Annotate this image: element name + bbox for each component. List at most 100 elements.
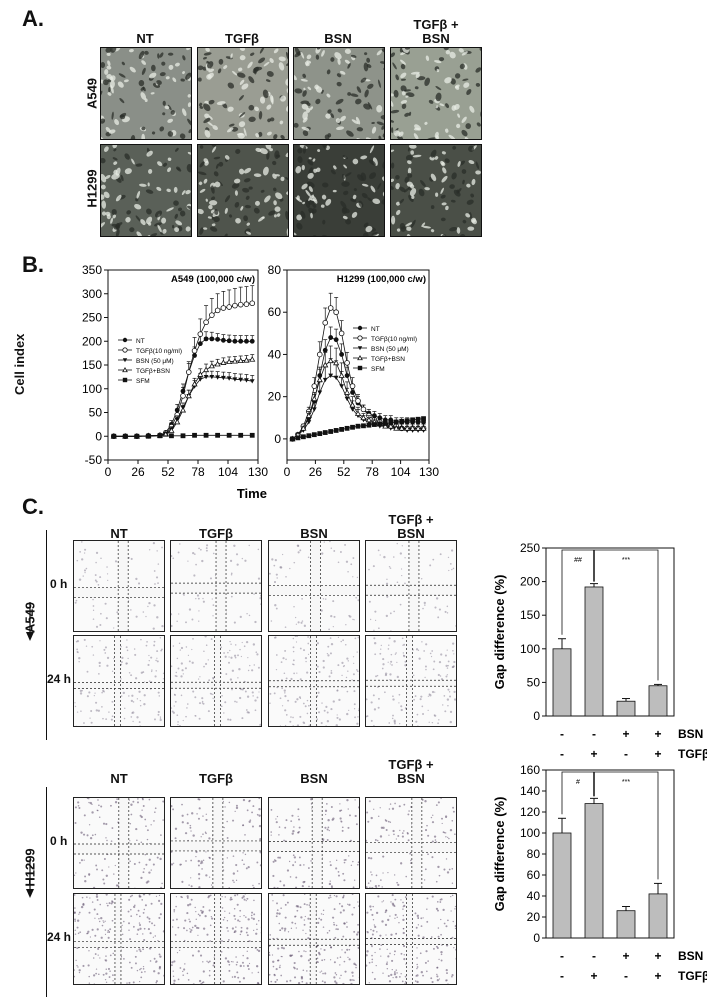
- panel-c-letter: C.: [22, 494, 44, 520]
- x-tick-label: 52: [161, 465, 175, 479]
- micrograph-image: [100, 47, 192, 140]
- data-point: [221, 338, 226, 343]
- data-point: [377, 422, 382, 427]
- data-point: [306, 420, 311, 424]
- wound-healing-image: [73, 540, 165, 632]
- data-point: [181, 408, 186, 412]
- treatment-sign: -: [624, 747, 628, 761]
- data-point: [244, 339, 249, 344]
- data-point: [250, 301, 255, 306]
- wound-healing-image: [365, 635, 457, 727]
- treatment-label: BSN: [678, 949, 703, 963]
- y-tick-label: 200: [520, 575, 540, 589]
- y-tick-label: 200: [82, 334, 102, 348]
- header-label: NT: [73, 527, 165, 541]
- y-tick-label: 140: [520, 784, 540, 798]
- data-point: [198, 332, 203, 337]
- legend-label: SFM: [136, 378, 150, 385]
- data-point: [209, 313, 214, 318]
- legend-label: TGFβ(10 ng/ml): [136, 348, 182, 355]
- bar: [617, 701, 635, 716]
- legend-label: BSN (50 μM): [371, 346, 409, 353]
- bar: [585, 804, 603, 938]
- y-tick-label: 50: [89, 406, 103, 420]
- data-point: [123, 434, 128, 439]
- treatment-sign: +: [590, 969, 597, 983]
- header-label: TGFβ: [225, 31, 259, 46]
- data-point: [146, 434, 151, 439]
- y-tick-label: 60: [268, 305, 282, 319]
- wound-healing-image: [365, 797, 457, 889]
- legend-marker: [358, 336, 362, 340]
- legend-label: TGFβ+BSN: [371, 356, 405, 363]
- data-point: [181, 393, 186, 398]
- treatment-sign: +: [622, 949, 629, 963]
- data-point: [345, 426, 350, 431]
- data-point: [227, 338, 232, 343]
- panel-c-column-header: TGFβ: [170, 772, 262, 786]
- header-label: TGFβ +: [365, 758, 457, 772]
- significance-label: ***: [622, 557, 630, 564]
- y-axis-label: Gap difference (%): [492, 797, 507, 912]
- y-tick-label: 100: [82, 382, 102, 396]
- data-point: [323, 320, 328, 325]
- data-point: [250, 357, 255, 361]
- data-point: [227, 433, 232, 438]
- data-point: [394, 420, 399, 425]
- data-point: [334, 376, 339, 380]
- treatment-sign: -: [624, 969, 628, 983]
- bar: [553, 833, 571, 938]
- treatment-sign: -: [560, 969, 564, 983]
- data-point: [383, 421, 388, 426]
- y-axis-label: Gap difference (%): [492, 575, 507, 690]
- treatment-label: BSN: [678, 727, 703, 741]
- wound-healing-image: [268, 540, 360, 632]
- data-point: [339, 373, 344, 377]
- y-tick-label: 20: [527, 910, 541, 924]
- data-point: [209, 336, 214, 341]
- header-label: BSN: [268, 527, 360, 541]
- data-point: [244, 302, 249, 307]
- data-point: [290, 436, 295, 441]
- x-tick-label: 26: [309, 465, 323, 479]
- data-point: [356, 424, 361, 429]
- data-point: [312, 432, 317, 437]
- data-point: [233, 339, 238, 344]
- treatment-sign: +: [654, 747, 661, 761]
- x-tick-label: 78: [366, 465, 380, 479]
- panel-a-letter: A.: [22, 6, 44, 32]
- data-point: [312, 384, 317, 389]
- panel-a-row-h1299: H1299: [85, 159, 100, 219]
- time-label-0h: 0 h: [50, 577, 67, 591]
- data-point: [111, 434, 116, 439]
- micrograph-image: [390, 144, 482, 237]
- data-point: [169, 433, 174, 438]
- y-tick-label: 250: [82, 311, 102, 325]
- data-point: [367, 423, 372, 428]
- legend-marker: [123, 348, 127, 352]
- data-point: [215, 337, 220, 342]
- panel-c-column-header: NT: [73, 527, 165, 541]
- bar: [585, 587, 603, 716]
- divider-line: [46, 787, 47, 997]
- data-point: [306, 433, 311, 438]
- panel-a-header-tgfb-bsn: TGFβ +BSN: [390, 18, 482, 46]
- y-tick-label: 40: [268, 347, 282, 361]
- x-tick-label: 26: [131, 465, 145, 479]
- y-tick-label: 120: [520, 805, 540, 819]
- data-point: [204, 433, 209, 438]
- down-arrow-icon: [25, 859, 35, 904]
- treatment-sign: -: [592, 949, 596, 963]
- x-tick-label: 130: [419, 465, 439, 479]
- data-point: [250, 339, 255, 344]
- data-point: [215, 433, 220, 438]
- header-label: TGFβ +: [365, 513, 457, 527]
- y-tick-label: 160: [520, 763, 540, 777]
- legend-marker: [358, 356, 362, 360]
- header-label: NT: [136, 31, 153, 46]
- y-tick-label: 40: [527, 889, 541, 903]
- legend-label: BSN (50 μM): [136, 358, 174, 365]
- wound-healing-image: [268, 893, 360, 985]
- wound-healing-image: [73, 893, 165, 985]
